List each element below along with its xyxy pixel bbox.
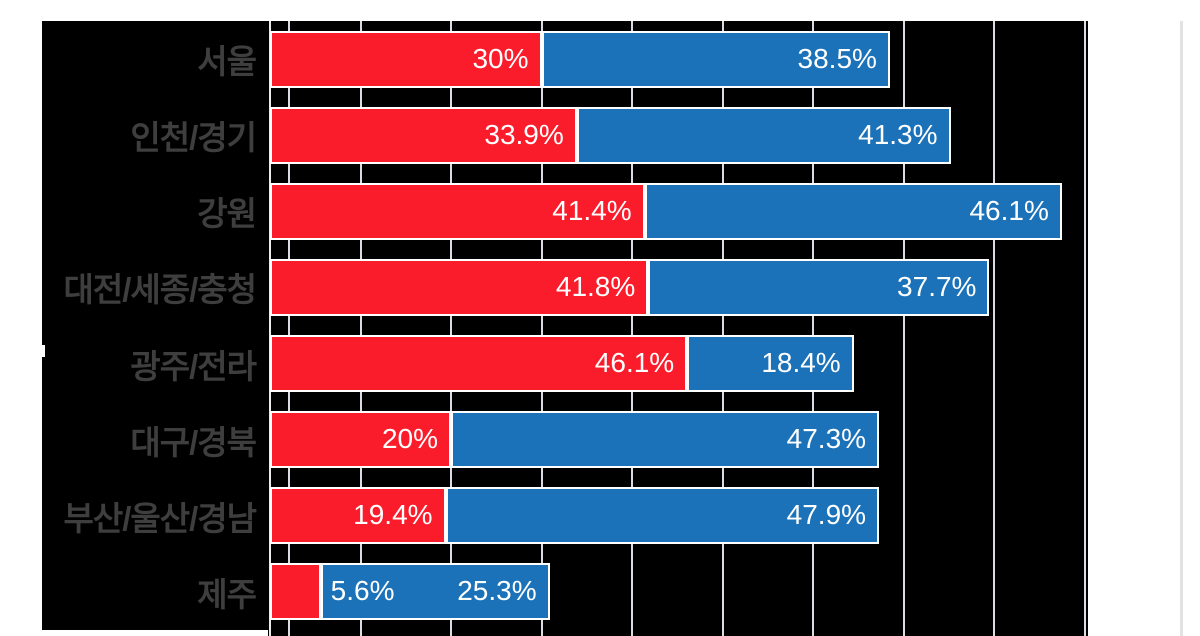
gridline-20pct <box>450 21 452 636</box>
red-series-segment <box>270 30 542 88</box>
edge-notch <box>41 345 45 357</box>
bar-value-label: 25.3% <box>457 575 537 607</box>
red-series-segment <box>270 258 649 316</box>
gridline-30pct <box>540 21 543 636</box>
category-label: 광주/전라 <box>130 347 257 385</box>
red-series-segment <box>270 563 321 621</box>
gridline-70pct <box>902 21 905 636</box>
gridline-40pct <box>631 21 633 636</box>
red-series-segment <box>270 182 645 240</box>
category-label: 제주 <box>197 575 257 613</box>
blue-series-segment <box>648 258 990 316</box>
bar-value-label: 46.1% <box>594 347 675 378</box>
bar-value-label: 19.4% <box>353 499 433 531</box>
red-series-segment <box>270 487 446 545</box>
category-label: 인천/경기 <box>130 119 257 157</box>
gridline-2.1pct <box>288 21 290 636</box>
bar-value-label: 41.8% <box>555 270 636 302</box>
bar-value-label: 47.9% <box>786 499 867 531</box>
blue-series-segment <box>541 30 890 88</box>
bar-value-label: 47.3% <box>786 423 867 455</box>
blue-series-segment <box>445 487 880 545</box>
bar-rows: 30% 38.5% 33.9% 41.3% 41.4% 46.1% 41.8% 37.7% 46… <box>268 21 1088 630</box>
gridline-50pct <box>721 21 724 636</box>
bar-value-label: 37.7% <box>897 270 977 302</box>
divider-line <box>1180 21 1183 636</box>
plot-area: 30% 38.5% 33.9% 41.3% 41.4% 46.1% 41.8% 37.7% 46… <box>268 21 1088 636</box>
gridline-90pct <box>1083 21 1086 636</box>
gridline-60pct <box>812 21 814 636</box>
bar-value-label: 41.3% <box>858 118 938 150</box>
category-label: 강원 <box>197 195 257 233</box>
bar-value-label: 33.9% <box>484 118 564 150</box>
red-series-segment <box>270 411 451 469</box>
category-label: 부산/울산/경남 <box>63 499 258 537</box>
red-series-segment <box>270 335 688 392</box>
category-label: 대구/경북 <box>130 423 257 461</box>
bar-value-label: 18.4% <box>761 347 841 378</box>
red-series-segment <box>270 106 577 164</box>
bar-value-label: 38.5% <box>797 42 877 74</box>
gridline-10pct <box>359 21 362 636</box>
bar-value-label: 46.1% <box>969 194 1049 226</box>
category-label: 서울 <box>197 43 257 80</box>
blue-series-segment <box>576 106 951 164</box>
bar-value-label: 30% <box>472 42 529 74</box>
gridline-80pct <box>993 21 995 636</box>
blue-series-segment <box>644 182 1062 240</box>
blue-series-segment <box>320 563 550 621</box>
blue-series-segment <box>451 411 880 469</box>
bar-value-label: 5.6% <box>330 575 395 607</box>
blue-series-segment <box>687 335 854 392</box>
category-label: 대전/세종/충청 <box>63 271 258 309</box>
gridline-0pct <box>269 21 271 636</box>
bar-value-label: 41.4% <box>552 194 632 226</box>
bar-value-label: 20% <box>381 423 438 455</box>
